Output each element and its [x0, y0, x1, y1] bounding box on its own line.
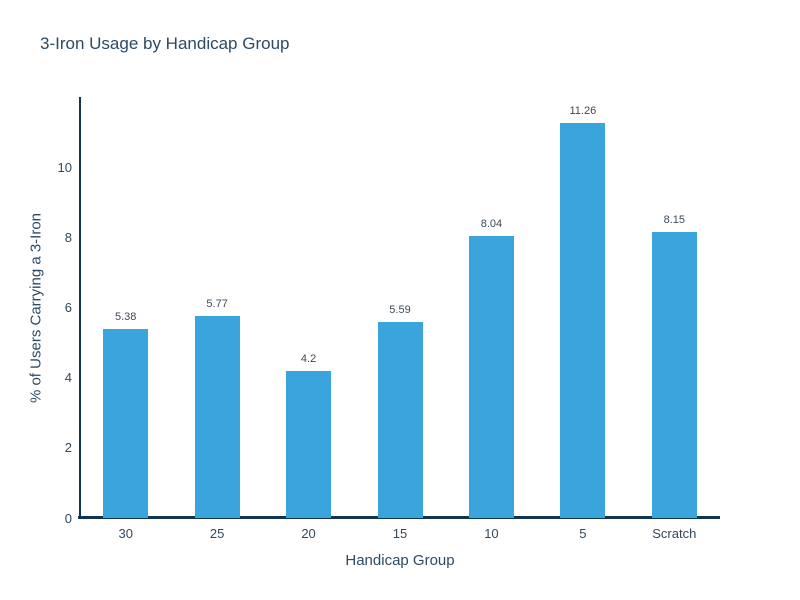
bar-value-label: 8.15 — [663, 214, 685, 227]
chart-title: 3-Iron Usage by Handicap Group — [40, 34, 290, 53]
x-tick-label: 5 — [579, 526, 587, 541]
bar-value-label: 8.04 — [480, 217, 503, 230]
x-tick-label: Scratch — [652, 526, 697, 541]
y-tick-label: 0 — [64, 510, 72, 526]
bar-value-label: 11.26 — [569, 104, 597, 117]
y-axis-line — [79, 97, 81, 518]
bar — [286, 370, 332, 518]
y-tick-label: 10 — [57, 159, 72, 175]
x-tick-label: 15 — [392, 526, 408, 541]
bar — [468, 235, 514, 518]
bar — [377, 321, 423, 518]
bar — [651, 232, 697, 518]
y-axis-title-text: % of Users Carrying a 3-Iron — [27, 212, 45, 404]
x-tick-label: 10 — [484, 526, 499, 541]
y-tick-label: 4 — [64, 370, 72, 386]
bar-value-label: 5.59 — [389, 303, 411, 316]
bar — [194, 315, 240, 518]
bar-value-label: 5.77 — [206, 297, 228, 310]
x-axis-title: Handicap Group — [345, 552, 455, 569]
x-tick-label: 25 — [209, 526, 225, 541]
bar-value-label: 4.2 — [300, 352, 317, 365]
bar-value-label: 5.38 — [114, 311, 137, 324]
y-tick-label: 8 — [64, 229, 72, 245]
x-tick-label: 20 — [301, 526, 316, 541]
y-tick-label: 6 — [64, 300, 72, 315]
bar — [103, 329, 149, 518]
x-tick-label: 30 — [118, 526, 133, 541]
y-tick-label: 2 — [64, 440, 72, 456]
bar — [560, 122, 606, 518]
